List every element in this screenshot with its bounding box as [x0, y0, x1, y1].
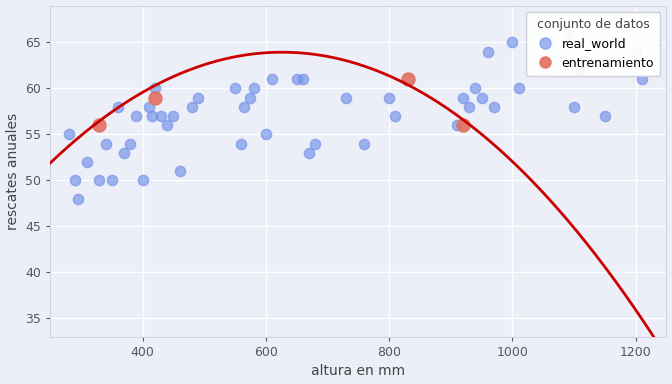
Point — [174, 168, 185, 174]
Point — [146, 113, 157, 119]
Point — [513, 85, 524, 91]
Point — [630, 48, 641, 55]
Point — [359, 141, 370, 147]
Point — [489, 104, 499, 110]
Point — [452, 122, 462, 128]
Point — [69, 177, 80, 184]
Point — [187, 104, 198, 110]
Point — [137, 177, 148, 184]
Point — [538, 67, 548, 73]
X-axis label: altura en mm: altura en mm — [311, 364, 405, 379]
Point — [310, 141, 321, 147]
Point — [162, 122, 173, 128]
Point — [150, 94, 161, 101]
Point — [599, 113, 610, 119]
Point — [458, 94, 468, 101]
Point — [304, 150, 314, 156]
Point — [94, 177, 105, 184]
Point — [112, 104, 123, 110]
Point — [341, 94, 351, 101]
Point — [82, 159, 93, 165]
Y-axis label: rescates anuales: rescates anuales — [5, 113, 19, 230]
Point — [106, 177, 117, 184]
Point — [125, 141, 136, 147]
Point — [119, 150, 130, 156]
Point — [544, 39, 554, 45]
Point — [384, 94, 394, 101]
Point — [458, 122, 468, 128]
Point — [291, 76, 302, 82]
Point — [94, 122, 105, 128]
Point — [403, 76, 413, 82]
Point — [507, 39, 517, 45]
Point — [150, 85, 161, 91]
Point — [562, 30, 573, 36]
Point — [298, 76, 308, 82]
Point — [261, 131, 271, 137]
Point — [248, 85, 259, 91]
Point — [605, 58, 616, 64]
Point — [569, 104, 579, 110]
Point — [230, 85, 241, 91]
Point — [636, 76, 647, 82]
Point — [239, 104, 250, 110]
Point — [575, 67, 585, 73]
Point — [390, 113, 401, 119]
Point — [245, 94, 256, 101]
Point — [464, 104, 474, 110]
Point — [470, 85, 480, 91]
Point — [193, 94, 204, 101]
Point — [236, 141, 247, 147]
Point — [63, 131, 74, 137]
Point — [168, 113, 179, 119]
Legend: real_world, entrenamiento: real_world, entrenamiento — [526, 12, 660, 76]
Point — [156, 113, 167, 119]
Point — [73, 196, 83, 202]
Point — [267, 76, 278, 82]
Point — [143, 104, 154, 110]
Point — [476, 94, 487, 101]
Point — [482, 48, 493, 55]
Point — [581, 58, 592, 64]
Point — [100, 141, 111, 147]
Point — [131, 113, 142, 119]
